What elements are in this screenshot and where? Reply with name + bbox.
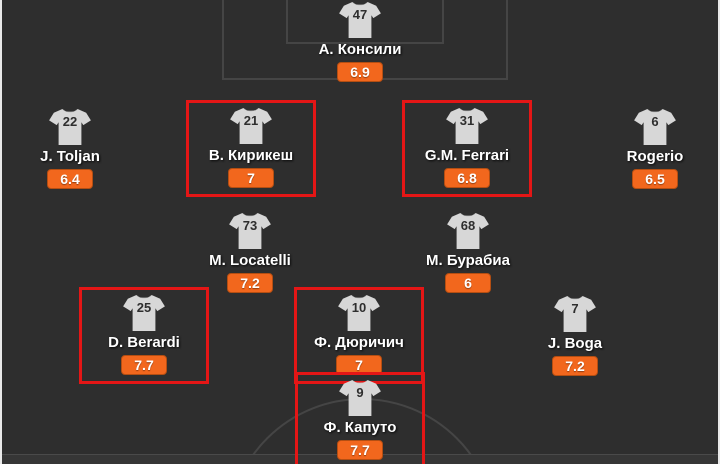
jersey-number: 9 bbox=[356, 385, 364, 400]
jersey-number: 31 bbox=[459, 113, 475, 128]
player-card-right-back[interactable]: 22 J. Toljan 6.4 bbox=[8, 108, 132, 189]
jersey-number: 22 bbox=[62, 114, 78, 129]
jersey-number: 6 bbox=[651, 114, 659, 129]
rating-badge: 7.2 bbox=[552, 356, 598, 376]
screenshot-right-border bbox=[718, 0, 720, 464]
player-card-centre-back-left[interactable]: 31 G.M. Ferrari 6.8 bbox=[402, 100, 532, 197]
player-card-attack-right[interactable]: 25 D. Berardi 7.7 bbox=[79, 287, 209, 384]
player-card-left-back[interactable]: 6 Rogerio 6.5 bbox=[593, 108, 717, 189]
player-name: J. Toljan bbox=[40, 148, 100, 165]
player-name: Rogerio bbox=[626, 148, 684, 165]
jersey-number: 68 bbox=[460, 218, 476, 233]
player-card-attack-left[interactable]: 7 J. Boga 7.2 bbox=[513, 295, 637, 376]
player-card-centre-back-right[interactable]: 21 В. Кирикеш 7 bbox=[186, 100, 316, 197]
jersey-icon: 9 bbox=[337, 379, 383, 417]
player-card-attack-centre[interactable]: 10 Ф. Дюричич 7 bbox=[294, 287, 424, 384]
jersey-number: 47 bbox=[352, 7, 368, 22]
player-card-midfield-right[interactable]: 73 M. Locatelli 7.2 bbox=[188, 212, 312, 293]
rating-badge: 7 bbox=[228, 168, 274, 188]
player-card-striker[interactable]: 9 Ф. Капуто 7.7 bbox=[295, 372, 425, 464]
goal-area-line bbox=[286, 0, 444, 44]
player-card-midfield-left[interactable]: 68 М. Бурабиа 6 bbox=[406, 212, 530, 293]
player-name: Ф. Дюричич bbox=[314, 334, 404, 351]
rating-badge: 6.9 bbox=[337, 62, 383, 82]
player-name: М. Бурабиа bbox=[426, 252, 510, 269]
player-name: А. Консили bbox=[318, 41, 402, 58]
player-name: M. Locatelli bbox=[209, 252, 291, 269]
player-name: В. Кирикеш bbox=[208, 147, 294, 164]
jersey-icon: 6 bbox=[632, 108, 678, 146]
jersey-icon: 47 bbox=[337, 1, 383, 39]
rating-badge: 6 bbox=[445, 273, 491, 293]
jersey-number: 73 bbox=[242, 218, 258, 233]
rating-badge: 6.4 bbox=[47, 169, 93, 189]
player-card-goalkeeper[interactable]: 47 А. Консили 6.9 bbox=[298, 1, 422, 82]
jersey-icon: 68 bbox=[445, 212, 491, 250]
rating-badge: 7.7 bbox=[121, 355, 167, 375]
jersey-icon: 73 bbox=[227, 212, 273, 250]
jersey-number: 10 bbox=[351, 300, 367, 315]
player-name: D. Berardi bbox=[108, 334, 180, 351]
screenshot-left-border bbox=[0, 0, 2, 464]
player-name: G.M. Ferrari bbox=[424, 147, 510, 164]
jersey-icon: 21 bbox=[228, 107, 274, 145]
jersey-number: 25 bbox=[136, 300, 152, 315]
jersey-icon: 25 bbox=[121, 294, 167, 332]
rating-badge: 7.7 bbox=[337, 440, 383, 460]
jersey-icon: 7 bbox=[552, 295, 598, 333]
rating-badge: 7.2 bbox=[227, 273, 273, 293]
jersey-number: 7 bbox=[571, 301, 579, 316]
player-name: Ф. Капуто bbox=[323, 419, 397, 436]
rating-badge: 6.5 bbox=[632, 169, 678, 189]
jersey-icon: 22 bbox=[47, 108, 93, 146]
player-name: J. Boga bbox=[547, 335, 603, 352]
jersey-icon: 31 bbox=[444, 107, 490, 145]
jersey-number: 21 bbox=[243, 113, 259, 128]
jersey-icon: 10 bbox=[336, 294, 382, 332]
rating-badge: 6.8 bbox=[444, 168, 490, 188]
